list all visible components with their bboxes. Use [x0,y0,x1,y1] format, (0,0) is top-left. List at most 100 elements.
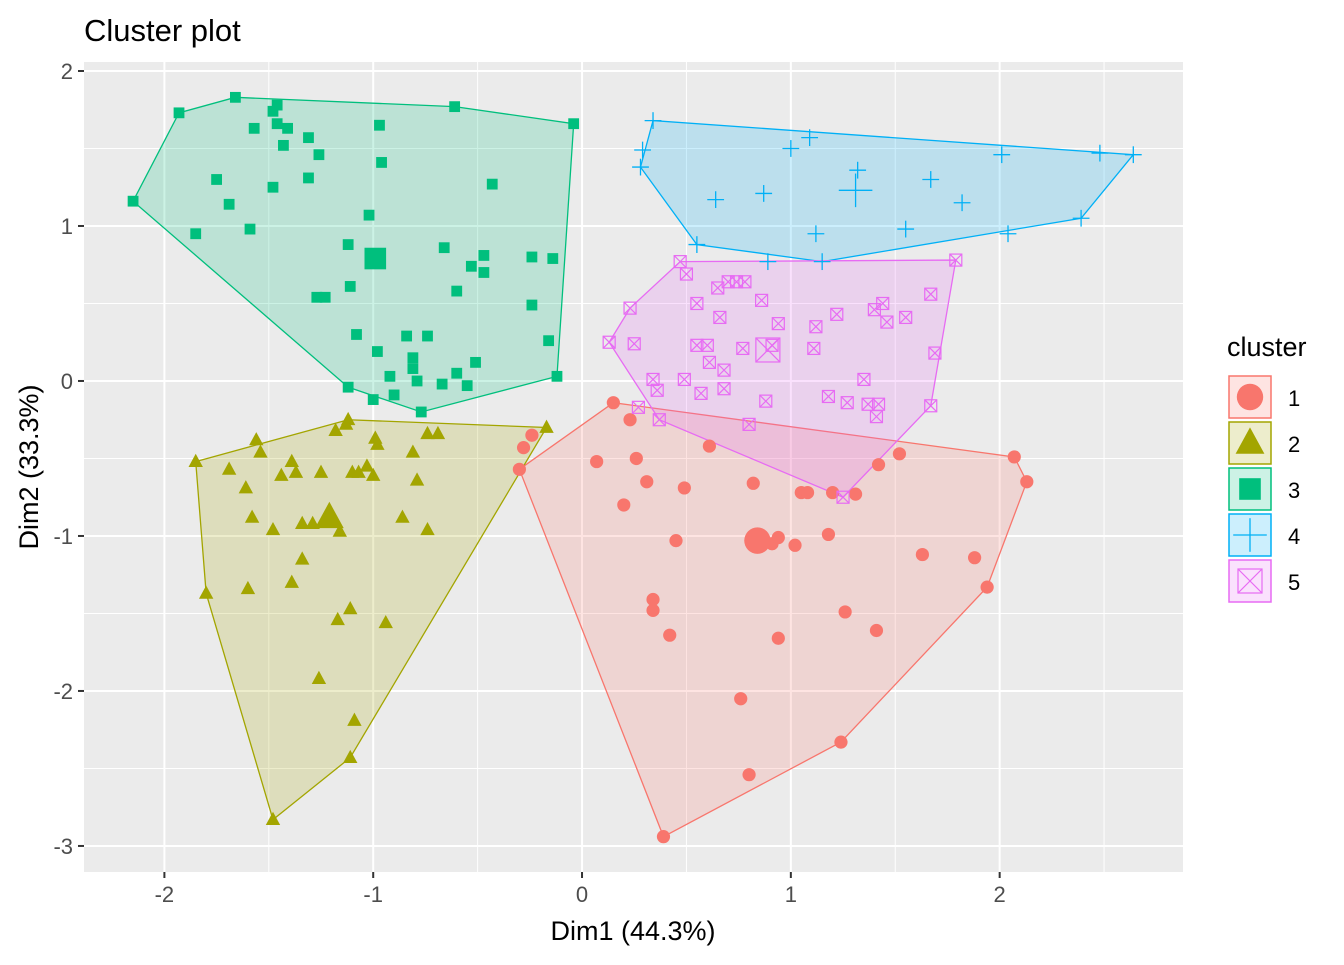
square-marker [568,118,580,130]
square-marker [342,239,354,250]
cluster-5-point [713,310,727,325]
cluster-5-point [830,307,844,321]
box-marker [623,301,637,315]
square-marker [374,119,385,131]
cluster-5-center [755,337,781,363]
box-marker [836,490,850,504]
cluster-3-point [451,285,463,297]
cluster-1-point [516,441,531,455]
cluster-5-point [702,355,717,369]
cluster-5-point [602,335,616,349]
circle-marker [590,454,604,469]
cluster-3-point [267,181,279,193]
cluster-3-point [303,132,314,144]
triangle-marker [313,464,329,478]
cluster-2-center [314,501,344,529]
cluster-2-point [539,419,554,433]
triangle-marker [405,444,421,458]
cluster-4-point [759,253,777,271]
cluster-4-point [801,129,819,147]
triangle-marker [332,523,347,537]
box-marker [771,317,785,331]
box-marker [631,400,646,414]
y-tick-label: -1 [53,524,73,549]
cluster-5-point [771,317,785,331]
cluster-1-point [646,592,660,607]
triangle-marker [409,472,425,486]
square-marker [478,250,490,261]
x-marker [924,399,938,413]
cluster-4-point [1124,146,1142,164]
x-marker [759,394,773,408]
x-marker [807,342,821,355]
cluster-1-point [640,475,654,489]
square-marker [422,330,433,342]
cluster-5-point [869,410,884,424]
cluster-1-point [834,735,848,749]
cluster-3-point [376,157,387,168]
cluster-2-point [311,670,327,684]
square-marker [478,267,490,278]
cluster-3-point [367,394,379,405]
box-marker [857,372,871,387]
box-marker [924,399,938,413]
cluster-5-point [867,303,881,317]
x-marker [867,303,881,317]
circle-marker [771,530,785,545]
cluster-1-point [821,527,836,542]
cluster-1-point [892,447,907,461]
box-marker [928,346,942,360]
cluster-4-point [1072,209,1090,227]
circle-marker [1020,475,1034,489]
triangle-marker [330,611,345,626]
cluster-2-point [221,461,237,475]
x-marker [673,255,687,269]
cluster-4-point [688,236,706,253]
cluster-5-point [677,372,691,387]
box-marker [721,275,735,289]
legend-label-1: 1 [1288,386,1300,411]
cluster-5-point [928,346,942,360]
cluster-5-point [742,417,756,431]
triangle-marker [378,614,393,629]
circle-marker [746,476,760,490]
cluster-2-point [188,453,203,467]
cluster-5-point [857,372,871,387]
cluster-3-point [313,149,325,161]
square-marker [470,356,481,368]
box-marker [717,382,731,396]
cluster-2-point [366,467,381,481]
triangle-marker [305,515,320,529]
cluster-2-point [265,811,281,826]
box-marker [1237,568,1263,594]
legend: cluster 1 2 3 4 5 [1227,332,1307,603]
cluster-1-point [702,439,717,453]
cluster-2-point [359,458,375,472]
cluster-1-point [623,413,637,427]
square-marker [173,107,185,119]
box-marker [729,275,744,289]
square-marker [267,105,279,117]
cluster-1-point [646,603,660,617]
circle-marker [702,439,717,453]
square-marker [388,389,400,401]
circle-marker [677,481,691,495]
y-tick-label: 0 [61,369,73,394]
x-marker [717,382,731,396]
cluster-3-point [384,370,396,382]
box-marker [652,413,666,427]
cluster-1-point [677,481,691,495]
box-marker [809,320,823,334]
cluster-3-center [364,247,387,270]
circle-marker [848,487,863,501]
cluster-1-hull [518,401,1028,838]
triangle-marker [370,436,385,450]
square-marker [303,172,314,184]
cluster-3-point [438,242,450,254]
x-marker [717,363,731,377]
x-marker [872,397,885,411]
cluster-2-point [338,416,354,430]
circle-marker [623,413,637,427]
triangle-marker [288,464,304,478]
square-marker [313,149,325,161]
